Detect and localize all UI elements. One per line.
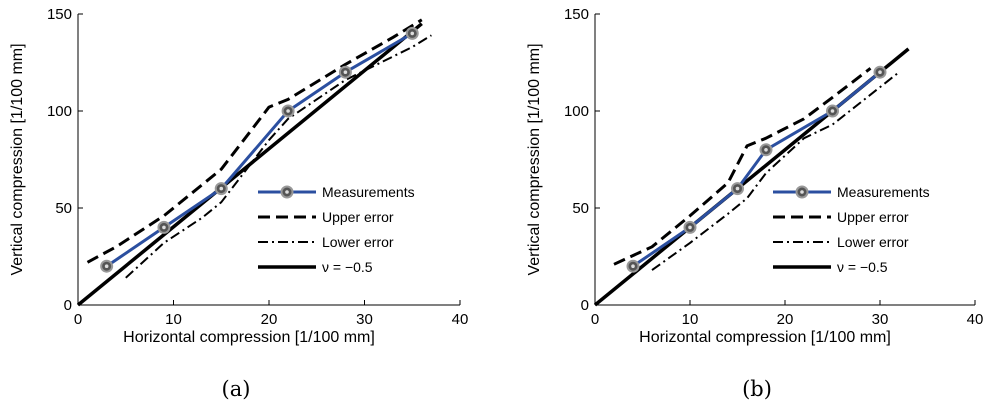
panel-caption: (b): [742, 377, 772, 401]
y-tick-label: 150: [564, 6, 589, 23]
legend-label: Measurements: [322, 184, 415, 200]
series-line-dashed: [86, 18, 423, 264]
y-axis-label: Vertical compression [1/100 mm]: [526, 43, 543, 275]
series-line-solid-marker: [105, 32, 414, 268]
data-point-center: [688, 225, 692, 230]
x-tick-label: 30: [872, 311, 889, 328]
x-tick-label: 10: [682, 311, 699, 328]
x-tick-label: 40: [452, 311, 469, 328]
legend-marker-center: [800, 190, 804, 194]
x-axis-label: Horizontal compression [1/100 mm]: [639, 329, 891, 346]
data-point-center: [878, 70, 882, 74]
y-tick-label: 150: [47, 6, 72, 23]
x-tick-label: 20: [261, 311, 278, 328]
legend-label: Lower error: [322, 234, 394, 250]
data-point-center: [410, 31, 415, 36]
chart-panel-a: 0 10 20 30 40 0 50 100 150 Horizontal compression…: [9, 6, 468, 401]
data-point-center: [104, 264, 109, 269]
x-tick-label: 40: [967, 311, 984, 328]
x-axis-label: Horizontal compression [1/100 mm]: [123, 329, 375, 346]
y-tick-label: 0: [581, 297, 589, 314]
y-tick-label: 50: [572, 200, 589, 217]
data-point-center: [343, 70, 348, 74]
x-tick-label: 10: [165, 311, 182, 328]
legend-label: Upper error: [322, 209, 394, 225]
x-tick-label: 30: [356, 311, 373, 328]
chart-panel-b: 0 10 20 30 40 0 50 100 150 Horizontal compression…: [526, 6, 983, 401]
series-line-solid-marker: [632, 71, 881, 268]
data-point-center: [830, 109, 835, 113]
panel-caption: (a): [222, 377, 251, 401]
y-tick-label: 0: [64, 297, 72, 314]
x-tick-label: 20: [777, 311, 794, 328]
y-tick-label: 100: [564, 103, 589, 120]
y-tick-label: 100: [47, 103, 72, 120]
legend-label: Lower error: [837, 234, 909, 250]
series-line-dashed: [613, 67, 872, 266]
y-tick-label: 50: [55, 200, 72, 217]
legend-label: ν = −0.5: [322, 259, 373, 275]
legend-marker-center: [285, 190, 289, 194]
x-tick-label: 0: [74, 311, 82, 328]
data-point-center: [219, 186, 224, 191]
legend-label: Measurements: [837, 184, 930, 200]
data-point-center: [286, 109, 290, 113]
data-point-center: [631, 264, 635, 269]
y-axis-label: Vertical compression [1/100 mm]: [9, 43, 26, 275]
series-line-dashdot: [651, 71, 900, 271]
legend-label: Upper error: [837, 209, 909, 225]
x-tick-label: 0: [591, 311, 599, 328]
data-point-center: [764, 148, 768, 152]
legend-label: ν = −0.5: [837, 259, 888, 275]
data-point-center: [162, 225, 166, 230]
series-line-dashdot: [125, 34, 432, 279]
data-point-center: [735, 186, 740, 191]
